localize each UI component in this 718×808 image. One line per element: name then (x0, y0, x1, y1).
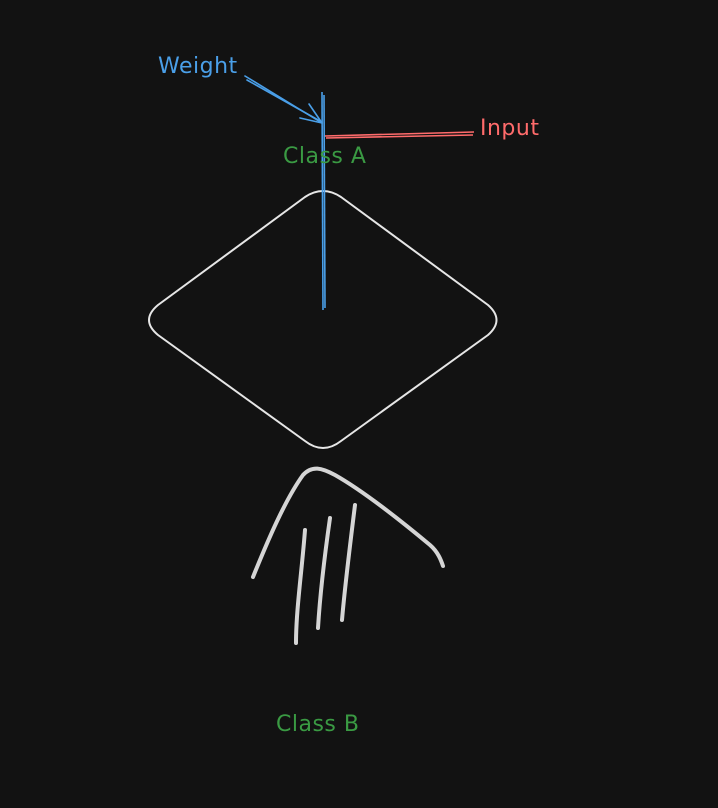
diamond-shape[interactable] (148, 190, 498, 449)
hand-sketch[interactable] (251, 466, 445, 645)
class-b-label[interactable]: Class B (276, 712, 360, 737)
weight-label[interactable]: Weight (158, 54, 238, 79)
class-a-label[interactable]: Class A (283, 144, 367, 169)
weight-line[interactable] (321, 91, 326, 311)
weight-arrow[interactable] (244, 75, 323, 124)
input-label[interactable]: Input (480, 116, 540, 141)
input-line[interactable] (324, 131, 475, 139)
